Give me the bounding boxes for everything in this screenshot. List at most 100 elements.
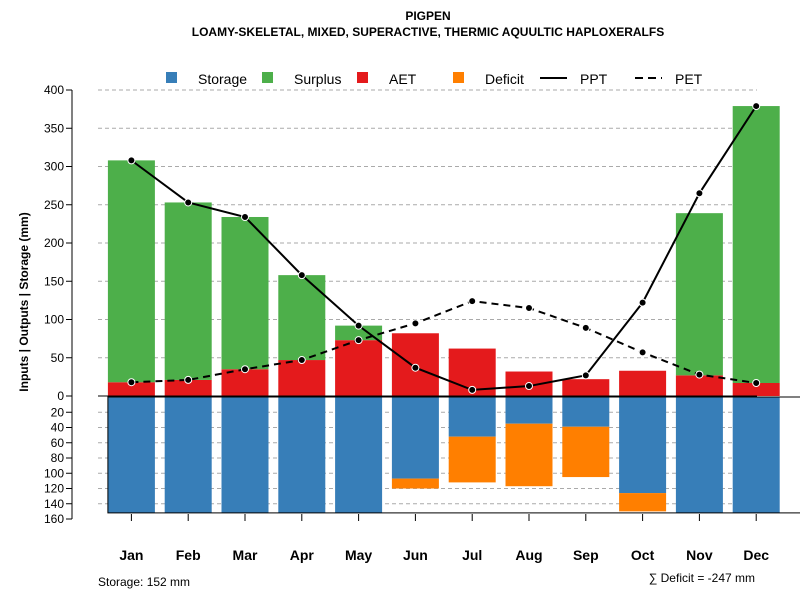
y-axis-label: Inputs | Outputs | Storage (mm) <box>17 212 31 391</box>
storage-bar-dec <box>732 397 780 513</box>
surplus-bar-mar <box>221 216 269 370</box>
pet-point-mar <box>241 365 249 374</box>
storage-bar-mar <box>221 397 269 513</box>
ppt-line <box>130 105 758 391</box>
y-tick-label: 60 <box>51 436 65 450</box>
y-tick-label: 150 <box>44 274 64 288</box>
aet-bar-may <box>335 340 383 396</box>
deficit-bar-oct <box>619 493 667 512</box>
y-tick-label: 0 <box>57 389 64 403</box>
y-tick-label: 160 <box>44 512 64 526</box>
storage-bar-oct <box>619 397 667 494</box>
aet-bar-apr <box>278 360 326 396</box>
y-tick-label: 350 <box>44 121 64 135</box>
deficit-bar-jun <box>391 478 439 489</box>
y-tick-label: 140 <box>44 497 64 511</box>
legend: Storage Surplus AET Deficit PPT PET <box>166 71 703 87</box>
x-tick-label-dec: Dec <box>743 547 769 563</box>
x-tick-label-sep: Sep <box>573 547 599 563</box>
pet-point-jun <box>411 319 420 328</box>
x-tick-label-oct: Oct <box>631 547 655 563</box>
pet-point-apr <box>297 356 306 365</box>
bars <box>107 106 800 514</box>
y-tick-label: 100 <box>44 313 64 327</box>
aet-bar-oct <box>619 370 667 396</box>
y-tick-label: 50 <box>51 351 65 365</box>
pet-point-oct <box>638 348 647 357</box>
x-tick-label-aug: Aug <box>515 547 542 563</box>
y-tick-label: 20 <box>51 405 65 419</box>
aet-bar-dec <box>732 382 780 396</box>
x-tick-label-mar: Mar <box>233 547 258 563</box>
surplus-bar-apr <box>278 275 326 361</box>
pet-point-jul <box>468 297 477 306</box>
storage-bar-apr <box>278 397 326 513</box>
legend-aet-label: AET <box>389 71 417 87</box>
aet-bar-mar <box>221 369 269 396</box>
chart-title: PIGPEN <box>405 9 450 23</box>
ppt-point-feb <box>184 198 193 207</box>
pet-point-sep <box>581 323 590 332</box>
legend-storage-label: Storage <box>198 71 247 87</box>
aet-bar-sep <box>562 379 610 396</box>
storage-total-note: Storage: 152 mm <box>98 575 190 589</box>
storage-capacity-box <box>107 396 800 514</box>
surplus-bar-feb <box>164 202 212 380</box>
surplus-bar-nov <box>675 213 723 376</box>
ppt-point-may <box>354 321 363 330</box>
ppt-point-aug <box>525 382 533 391</box>
ppt-point-oct <box>638 298 647 307</box>
legend-deficit-label: Deficit <box>485 71 524 87</box>
pet-point-jan <box>127 378 136 387</box>
pet-point-may <box>354 336 363 345</box>
deficit-bar-sep <box>562 426 610 478</box>
ppt-point-sep <box>581 371 590 380</box>
ppt-point-mar <box>241 212 249 221</box>
legend-aet-swatch <box>357 72 368 83</box>
y-tick-label: 200 <box>44 236 64 250</box>
aet-bar-jan <box>107 382 155 396</box>
ppt-point-jan <box>127 156 136 165</box>
x-tick-label-feb: Feb <box>176 547 201 563</box>
storage-bar-jul <box>448 397 496 437</box>
pet-point-dec <box>752 378 761 387</box>
pet-point-aug <box>525 304 533 313</box>
x-tick-label-jan: Jan <box>119 547 143 563</box>
ppt-point-dec <box>752 102 761 111</box>
chart-subtitle: LOAMY-SKELETAL, MIXED, SUPERACTIVE, THER… <box>192 25 664 39</box>
legend-surplus-label: Surplus <box>294 71 341 87</box>
surplus-bar-jan <box>107 160 155 383</box>
ppt-point-jun <box>411 363 420 372</box>
y-tick-label: 400 <box>44 83 64 97</box>
aet-bar-feb <box>164 379 212 396</box>
ppt-point-apr <box>297 271 306 280</box>
x-tick-label-jul: Jul <box>462 547 482 563</box>
pet-line <box>131 300 757 384</box>
legend-pet-label: PET <box>675 71 703 87</box>
deficit-bar-jul <box>448 436 496 483</box>
aet-bar-nov <box>675 375 723 396</box>
x-tick-label-may: May <box>345 547 372 563</box>
y-tick-label: 100 <box>44 466 64 480</box>
legend-ppt-label: PPT <box>580 71 608 87</box>
y-tick-label: 80 <box>51 451 65 465</box>
storage-bar-aug <box>505 397 553 424</box>
axes: 0501001502002503003504002040608010012014… <box>44 83 769 563</box>
y-tick-label: 300 <box>44 160 64 174</box>
y-tick-label: 40 <box>51 421 65 435</box>
storage-bar-feb <box>164 397 212 513</box>
legend-deficit-swatch <box>453 72 464 83</box>
y-tick-label: 250 <box>44 198 64 212</box>
x-tick-label-apr: Apr <box>290 547 315 563</box>
surplus-bar-dec <box>732 106 780 383</box>
pet-point-feb <box>184 375 193 384</box>
ppt-point-nov <box>695 189 704 198</box>
x-tick-label-nov: Nov <box>686 547 713 563</box>
legend-storage-swatch <box>166 72 177 83</box>
storage-bar-jan <box>107 397 155 513</box>
deficit-bar-aug <box>505 423 553 487</box>
legend-surplus-swatch <box>262 72 273 83</box>
pet-point-nov <box>695 370 704 379</box>
storage-bar-sep <box>562 397 610 427</box>
